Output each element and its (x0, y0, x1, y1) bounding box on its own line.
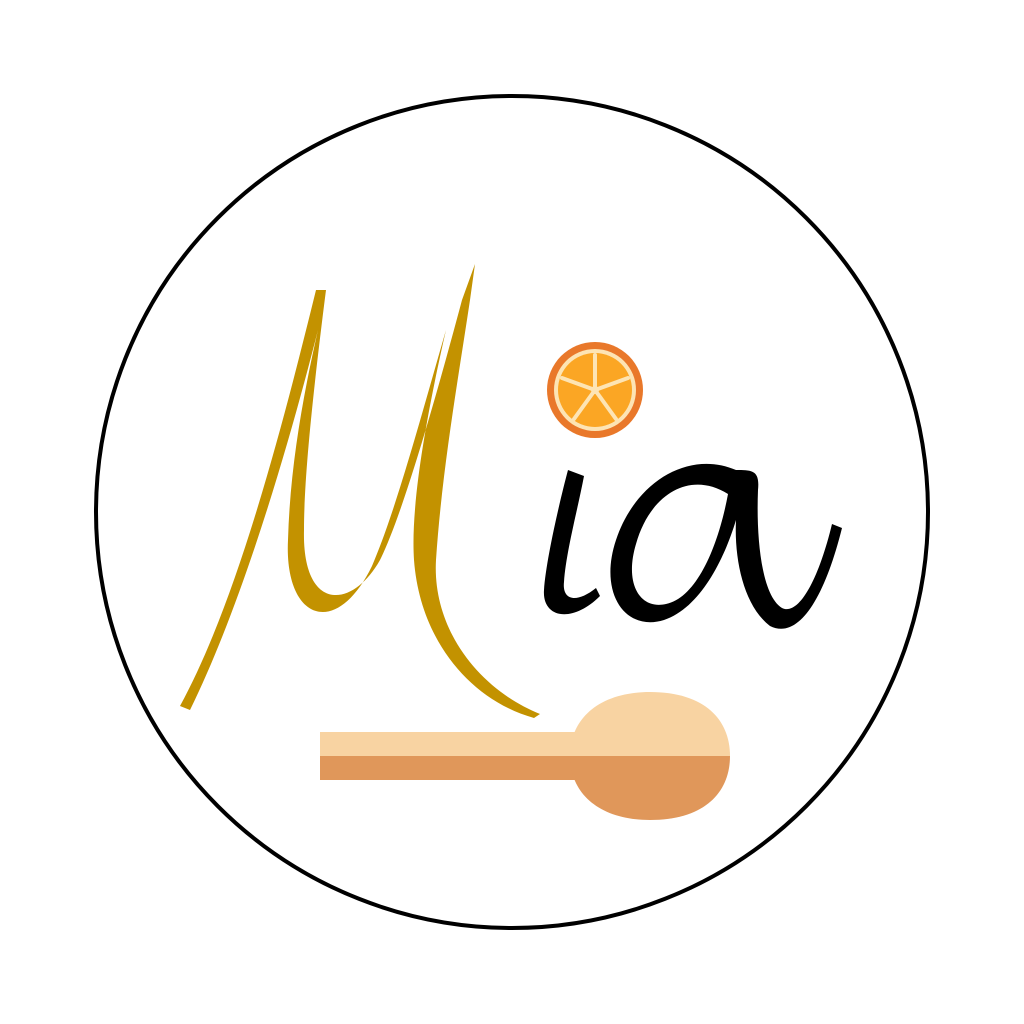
logo-wordmark (180, 264, 842, 718)
logo-ring (94, 94, 930, 930)
wooden-spoon-icon (320, 692, 730, 820)
letter-m (180, 264, 540, 718)
letters-ia (543, 463, 842, 629)
orange-slice-icon (547, 342, 643, 438)
